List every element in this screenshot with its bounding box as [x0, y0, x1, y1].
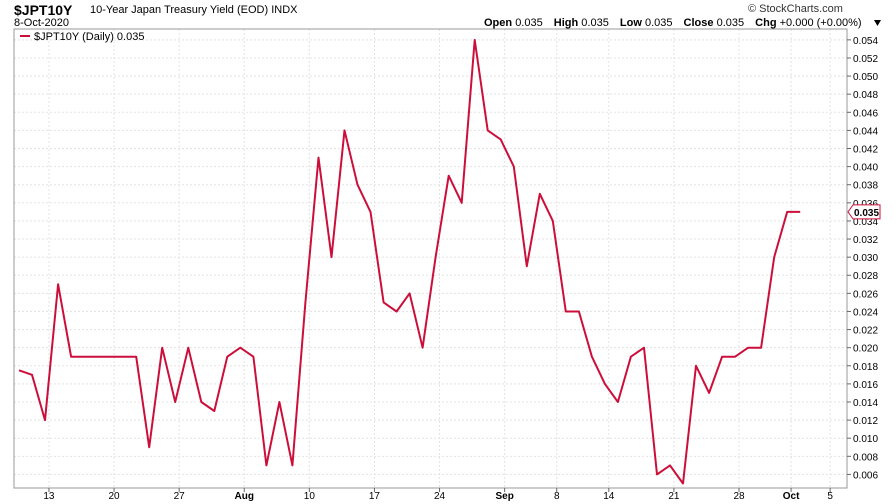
legend-label: $JPT10Y (Daily) 0.035	[34, 31, 144, 43]
chart-header: $JPT10Y 10-Year Japan Treasury Yield (EO…	[0, 0, 896, 30]
y-tick-label: 0.012	[853, 416, 878, 427]
chart-date: 8-Oct-2020	[14, 17, 70, 29]
x-tick-label: 10	[304, 491, 316, 502]
high-label: High	[553, 17, 579, 29]
y-tick-label: 0.052	[853, 54, 878, 65]
y-tick-label: 0.028	[853, 271, 878, 282]
y-tick-label: 0.050	[853, 72, 878, 83]
exchange-text: INDX	[271, 4, 298, 16]
x-tick-label: Aug	[235, 491, 254, 502]
low-value: 0.035	[644, 17, 673, 29]
y-tick-label: 0.026	[853, 289, 878, 300]
x-tick-label: 21	[668, 491, 680, 502]
last-value-marker	[847, 204, 881, 220]
chg-label: Chg	[755, 17, 777, 29]
x-tick-label: Sep	[495, 491, 513, 502]
description-text: 10-Year Japan Treasury Yield (EOD)	[90, 4, 269, 16]
x-tick-label: 28	[733, 491, 745, 502]
open-value: 0.035	[515, 17, 543, 29]
symbol-title: $JPT10Y	[14, 2, 73, 18]
close-value: 0.035	[716, 17, 745, 29]
y-tick-label: 0.048	[853, 90, 878, 101]
y-tick-label: 0.044	[853, 126, 878, 137]
x-tick-label: 24	[434, 491, 446, 502]
x-tick-label: 17	[369, 491, 381, 502]
x-tick-label: 27	[174, 491, 186, 502]
y-tick-label: 0.034	[853, 217, 878, 228]
open-label: Open	[484, 17, 513, 29]
y-tick-label: 0.016	[853, 380, 878, 391]
y-tick-label: 0.046	[853, 108, 878, 119]
y-tick-label: 0.040	[853, 163, 878, 174]
y-tick-label: 0.032	[853, 235, 878, 246]
y-tick-label: 0.030	[853, 253, 878, 264]
x-tick-label: 13	[43, 491, 55, 502]
low-label: Low	[619, 17, 642, 29]
y-tick-label: 0.010	[853, 434, 878, 445]
y-tick-label: 0.042	[853, 145, 878, 156]
close-label: Close	[683, 17, 714, 29]
down-arrow-icon	[873, 20, 881, 27]
y-tick-label: 0.006	[853, 470, 878, 481]
y-tick-label: 0.036	[853, 199, 878, 210]
y-tick-label: 0.054	[853, 36, 878, 47]
brand-label: © StockCharts.com	[748, 3, 843, 15]
y-tick-label: 0.038	[853, 181, 878, 192]
symbol-description: 10-Year Japan Treasury Yield (EOD) INDX	[90, 4, 297, 16]
y-tick-label: 0.022	[853, 326, 878, 337]
y-tick-label: 0.020	[853, 344, 878, 355]
plot-frame	[13, 28, 848, 489]
chg-value: +0.000 (+0.00%)	[779, 17, 862, 29]
ohlc-readout: Open 0.035 High 0.035 Low 0.035 Close 0.…	[484, 17, 882, 29]
y-tick-label: 0.014	[853, 398, 878, 409]
high-value: 0.035	[581, 17, 609, 29]
chart-legend: $JPT10Y (Daily) 0.035	[20, 31, 144, 43]
x-tick-label: Oct	[783, 491, 800, 502]
x-tick-label: 20	[108, 491, 120, 502]
y-tick-label: 0.008	[853, 452, 878, 463]
series-line	[18, 38, 801, 485]
last-value-label: 0.035	[854, 208, 879, 219]
y-tick-label: 0.018	[853, 362, 878, 373]
x-tick-label: 8	[554, 491, 560, 502]
y-tick-label: 0.024	[853, 307, 878, 318]
x-tick-label: 14	[603, 491, 615, 502]
x-tick-label: 5	[827, 491, 833, 502]
